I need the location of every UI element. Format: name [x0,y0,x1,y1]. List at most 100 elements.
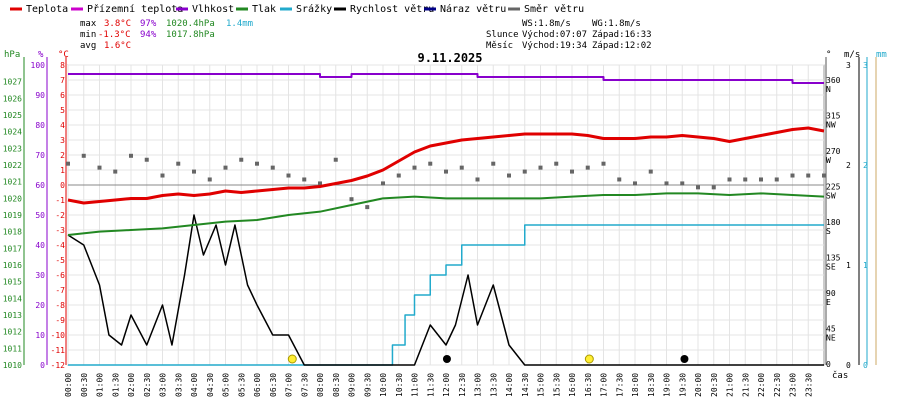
hum-tick-label: 0 [40,361,45,370]
wind-direction-point [66,161,70,166]
astro-markers [287,354,689,364]
wind-speed-series-line [67,214,824,366]
time-tick-label: 07:00 [285,373,294,397]
dir-tick-label: 180 [826,218,841,227]
wind-direction-point [113,169,118,174]
temp-tick-label: 4 [60,121,65,130]
legend-label-teplota: Teplota [26,4,68,15]
temp-tick-label: -6 [55,271,65,280]
dir-compass-label: S [826,227,831,236]
info-moonset: Západ:12:02 [592,41,652,51]
axis-units: hPa % °C ° m/s mm [4,50,887,60]
time-tick-label: 07:30 [300,373,309,397]
dir-unit-label: ° [826,50,831,60]
time-tick-label: 03:30 [174,373,183,397]
temp-tick-label: -7 [55,286,65,295]
press-tick-label: 1010 [3,361,22,370]
temp-tick-label: 7 [60,76,65,85]
legend-label-prizemni-teplota: Přízemní teplota [87,3,183,15]
info-sun-label: Slunce [486,30,519,40]
time-tick-label: 06:30 [269,373,278,397]
moonset-marker [442,355,451,363]
stats-max-temp: 3.8°C [104,19,131,29]
temp-tick-label: -12 [51,361,66,370]
stats-block: max 3.8°C 97% 1020.4hPa 1.4mm min -1.3°C… [80,19,253,51]
stats-max-rain: 1.4mm [226,19,253,29]
time-tick-label: 20:30 [710,373,719,397]
temp-tick-label: 6 [60,91,65,100]
stats-min-label: min [80,30,96,40]
time-tick-label: 16:30 [584,373,593,397]
time-tick-label: 05:30 [237,373,246,397]
time-tick-label: 19:30 [678,373,687,397]
wind-direction-point [475,177,480,182]
time-tick-label: 13:30 [489,373,498,397]
wind-direction-point [176,161,181,166]
time-tick-label: 15:30 [552,373,561,397]
temp-tick-label: 0 [60,181,65,190]
stats-avg-label: avg [80,41,96,51]
press-tick-label: 1019 [3,211,22,220]
wind-direction-point [648,169,653,174]
rain-tick-label: 0 [863,361,868,370]
time-tick-label: 11:30 [426,373,435,397]
dir-tick-label: 135 [826,253,841,262]
press-tick-label: 1015 [3,278,22,287]
time-tick-label: 12:30 [458,373,467,397]
wind-direction-point [286,173,291,178]
dir-compass-label: NE [826,333,836,342]
time-tick-label: 15:00 [537,373,546,397]
hum-tick-label: 40 [35,241,45,250]
dir-tick-label: 90 [826,289,836,298]
legend-label-srazky: Srážky [296,3,332,15]
astro-info: WS:1.8m/s WG:1.8m/s Slunce Východ:07:07 … [486,19,652,51]
wind-tick-label: 0 [846,361,851,370]
time-tick-label: 08:00 [316,373,325,397]
press-tick-label: 1021 [3,178,22,187]
moonrise-marker [680,355,689,363]
wind-direction-point [396,173,401,178]
rain-tick-label: 1 [863,261,868,270]
time-tick-label: 08:30 [332,373,341,397]
info-sunrise: Východ:07:07 [522,30,587,40]
wind-direction-point [365,205,370,210]
time-tick-label: 00:00 [64,373,73,397]
time-tick-label: 20:00 [694,373,703,397]
press-tick-label: 1011 [3,344,22,353]
time-tick-label: 02:00 [127,373,136,397]
info-sunset: Západ:16:33 [592,30,652,40]
time-tick-label: 04:00 [190,373,199,397]
wind-direction-point [129,153,133,158]
wind-direction-point [270,165,275,170]
wind-direction-point [759,177,763,182]
time-tick-label: 03:00 [159,373,168,397]
temp-tick-label: -10 [51,331,66,340]
time-tick-label: 10:30 [395,373,404,397]
dir-tick-label: 45 [826,324,836,333]
time-tick-label: 22:00 [757,373,766,397]
temp-unit-label: °C [58,50,69,60]
time-tick-label: 17:30 [615,373,624,397]
wind-unit-label: m/s [844,50,860,60]
press-tick-label: 1013 [3,311,22,320]
press-tick-label: 1012 [3,328,22,337]
hum-tick-label: 10 [35,331,45,340]
temp-tick-label: -5 [55,256,65,265]
wind-direction-point [444,169,448,174]
hum-tick-label: 20 [35,301,45,310]
grid [67,64,825,366]
temp-tick-label: -2 [55,211,65,220]
temp-tick-label: 3 [60,136,65,145]
time-tick-label: 10:00 [379,373,388,397]
legend-label-naraz-vetru: Náraz větru [440,3,506,15]
temp-tick-label: -9 [55,316,65,325]
wind-direction-point [664,181,669,186]
wind-direction-point [318,181,322,186]
time-tick-label: 18:00 [631,373,640,397]
time-tick-label: 06:00 [253,373,262,397]
press-tick-label: 1016 [3,261,22,270]
legend-item-smer-vetru: Směr větru [508,3,584,15]
wind-tick-label: 2 [846,161,851,170]
info-wg: WG:1.8m/s [592,19,641,29]
